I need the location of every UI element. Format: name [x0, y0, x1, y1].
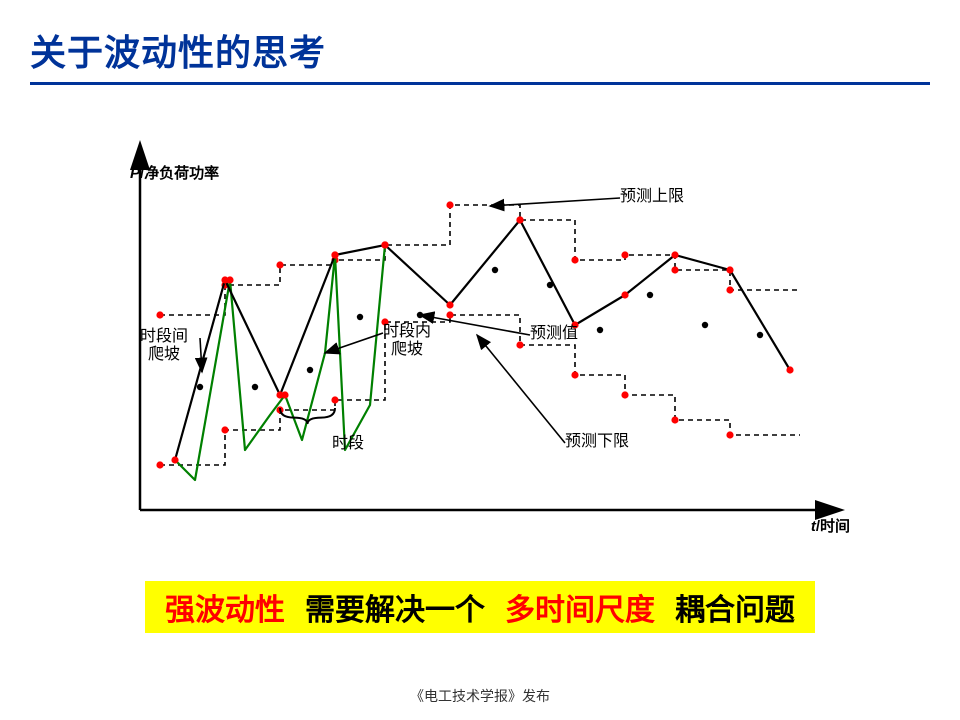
ann-lower: 预测下限 — [565, 433, 629, 451]
callout-text: 强波动性需要解决一个多时间尺度耦合问题 — [145, 581, 815, 633]
ann-inter: 时段间爬坡 — [140, 328, 188, 365]
ann-upper: 预测上限 — [620, 188, 684, 206]
ann-intra: 时段内爬坡 — [383, 323, 431, 360]
y-axis-label: P/净负荷功率 — [130, 162, 219, 183]
ann-predict: 预测值 — [530, 325, 578, 343]
slide: 关于波动性的思考 P/净负荷功率 t/时间 预测上限 预测下限 预测值 时段间爬… — [0, 0, 960, 720]
x-axis-label: t/时间 — [811, 515, 850, 536]
slide-title: 关于波动性的思考 — [30, 24, 326, 76]
chart-svg — [120, 150, 840, 540]
chart: P/净负荷功率 t/时间 预测上限 预测下限 预测值 时段间爬坡 时段内爬坡 时… — [120, 150, 840, 540]
callout: 强波动性需要解决一个多时间尺度耦合问题 — [90, 580, 870, 634]
ann-period: 时段 — [332, 435, 364, 453]
title-rule — [30, 82, 930, 85]
footer: 《电工技术学报》发布 — [0, 686, 960, 706]
